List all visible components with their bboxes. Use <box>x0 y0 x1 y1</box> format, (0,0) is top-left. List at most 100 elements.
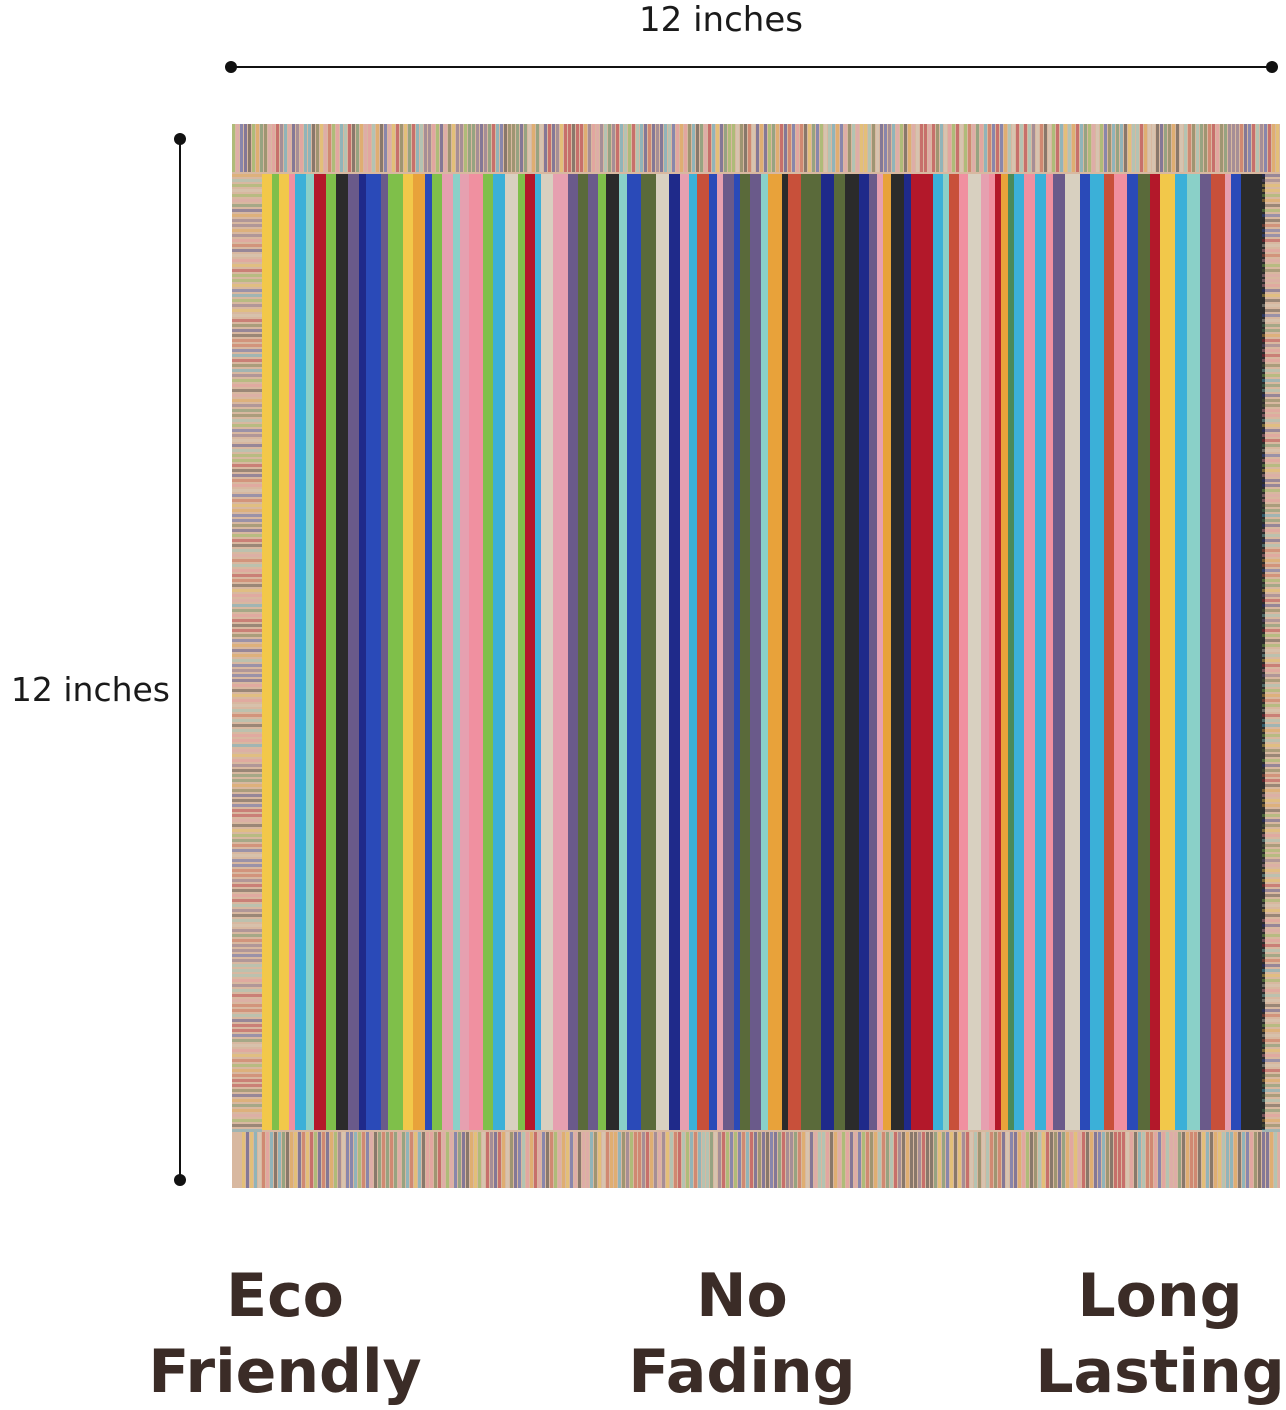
towel-stripe <box>359 174 366 1130</box>
towel-hem-thread <box>1250 1132 1253 1188</box>
towel-selvedge-thread <box>1262 379 1280 382</box>
towel-hem-thread <box>1032 124 1035 172</box>
towel-hem-thread <box>600 124 603 172</box>
towel-hem-thread <box>558 1132 561 1188</box>
towel-hem-thread <box>392 124 395 172</box>
towel-selvedge-thread <box>232 309 262 312</box>
towel-stripe <box>432 174 442 1130</box>
towel-selvedge-thread <box>1262 744 1280 747</box>
towel-stripe <box>1211 174 1225 1130</box>
towel-hem-thread <box>616 124 619 172</box>
towel-hem-thread <box>480 124 483 172</box>
towel-selvedge-thread <box>1262 429 1280 432</box>
towel-hem-thread <box>518 1132 521 1188</box>
towel-hem-thread <box>424 124 427 172</box>
towel-stripe <box>740 174 750 1130</box>
towel-selvedge-thread <box>1262 779 1280 782</box>
towel-selvedge-thread <box>232 804 262 807</box>
towel-selvedge-thread <box>232 374 262 377</box>
towel-stripe <box>388 174 403 1130</box>
towel-selvedge-thread <box>232 869 262 872</box>
towel-selvedge-thread <box>232 384 262 387</box>
towel-hem-thread <box>954 1132 957 1188</box>
towel-hem-thread <box>594 1132 597 1188</box>
towel-selvedge-thread <box>232 469 262 472</box>
towel-selvedge-thread <box>1262 649 1280 652</box>
towel-selvedge-thread <box>232 824 262 827</box>
towel-selvedge-thread <box>232 1074 262 1077</box>
towel-hem-thread <box>1172 124 1175 172</box>
towel-selvedge-thread <box>1262 1069 1280 1072</box>
towel-selvedge-thread <box>1262 789 1280 792</box>
towel-selvedge-thread <box>1262 874 1280 877</box>
towel-hem-thread <box>1120 124 1123 172</box>
towel-hem-thread <box>816 124 819 172</box>
towel-selvedge-thread <box>232 289 262 292</box>
towel-selvedge-thread <box>1262 674 1280 677</box>
towel-selvedge-thread <box>232 1069 262 1072</box>
towel-hem-thread <box>1040 124 1043 172</box>
towel-selvedge-thread <box>232 499 262 502</box>
towel-hem-thread <box>780 124 783 172</box>
towel-selvedge-thread <box>232 1114 262 1117</box>
towel-selvedge-thread <box>1262 394 1280 397</box>
towel-hem-thread <box>428 124 431 172</box>
towel-selvedge-thread <box>1262 864 1280 867</box>
towel-selvedge-thread <box>232 604 262 607</box>
towel-hem-thread <box>994 1132 997 1188</box>
towel-stripe <box>923 174 933 1130</box>
towel-hem-thread <box>382 1132 385 1188</box>
towel-selvedge-thread <box>232 509 262 512</box>
towel-hem-thread <box>444 124 447 172</box>
towel-selvedge-thread <box>1262 1129 1280 1132</box>
towel-stripe <box>1104 174 1114 1130</box>
towel-stripe <box>469 174 475 1130</box>
towel-stripe <box>859 174 869 1130</box>
towel-selvedge-thread <box>1262 929 1280 932</box>
towel-hem-thread <box>572 124 575 172</box>
towel-selvedge-thread <box>232 609 262 612</box>
towel-hem-thread <box>1202 1132 1205 1188</box>
towel-stripe <box>1053 174 1065 1130</box>
towel-hem-thread <box>584 124 587 172</box>
towel-hem-thread <box>1108 124 1111 172</box>
towel-selvedge-thread <box>1262 244 1280 247</box>
towel-selvedge-thread <box>232 584 262 587</box>
towel-selvedge-thread <box>1262 879 1280 882</box>
towel-selvedge-thread <box>232 1054 262 1057</box>
towel-selvedge-thread <box>1262 569 1280 572</box>
towel-hem-thread <box>1038 1132 1041 1188</box>
towel-hem-thread <box>582 1132 585 1188</box>
towel-hem-thread <box>668 124 671 172</box>
towel-hem-thread <box>452 124 455 172</box>
towel-hem-thread <box>982 1132 985 1188</box>
towel-selvedge-thread <box>232 204 262 207</box>
towel-selvedge-thread <box>1262 679 1280 682</box>
towel-selvedge-thread <box>232 279 262 282</box>
feature-line: Fading <box>628 1337 856 1407</box>
towel-selvedge-thread <box>1262 714 1280 717</box>
towel-stripe <box>989 174 995 1130</box>
towel-selvedge-thread <box>232 969 262 972</box>
towel-hem-thread <box>596 124 599 172</box>
towel-hem-thread <box>454 1132 457 1188</box>
towel-selvedge-thread <box>232 484 262 487</box>
towel-hem-thread <box>1022 1132 1025 1188</box>
towel-hem-thread <box>1240 124 1243 172</box>
towel-hem-thread <box>916 124 919 172</box>
towel-selvedge-thread <box>232 924 262 927</box>
towel-selvedge-thread <box>232 559 262 562</box>
towel-hem-thread <box>694 1132 697 1188</box>
towel-hem-thread <box>984 124 987 172</box>
towel-selvedge-thread <box>232 889 262 892</box>
towel-hem-thread <box>848 124 851 172</box>
towel-hem-thread <box>704 124 707 172</box>
towel-hem-thread <box>320 124 323 172</box>
towel-hem-thread <box>514 1132 517 1188</box>
towel-selvedge-thread <box>1262 249 1280 252</box>
towel-selvedge-thread <box>1262 794 1280 797</box>
towel-selvedge-thread <box>232 1014 262 1017</box>
towel-hem-thread <box>282 1132 285 1188</box>
towel-hem-thread <box>618 1132 621 1188</box>
towel-selvedge-thread <box>232 344 262 347</box>
